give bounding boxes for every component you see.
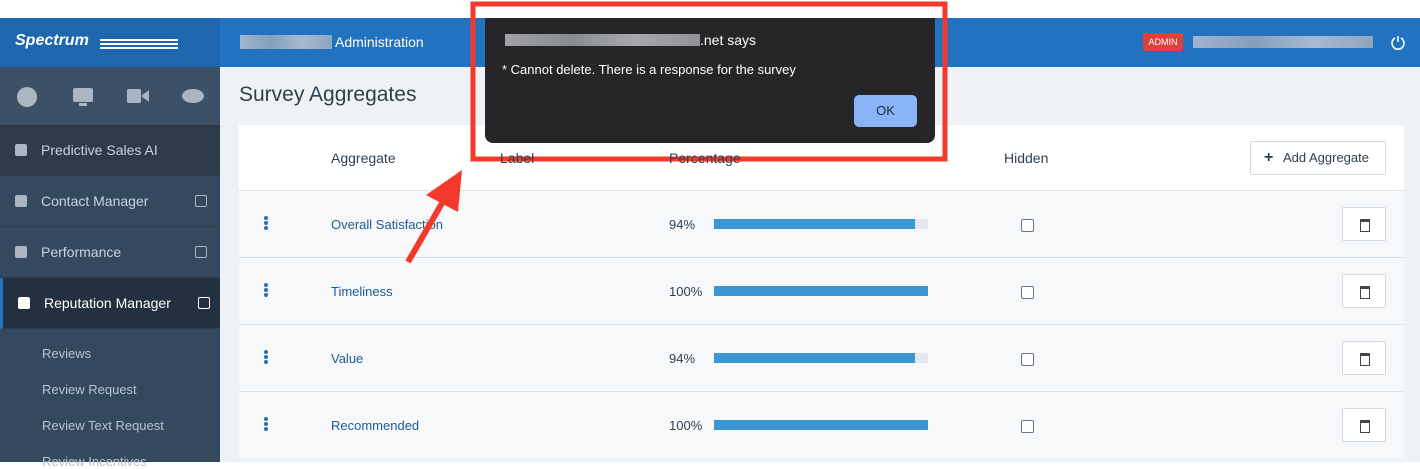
- percentage-label: 100%: [669, 284, 703, 299]
- logo: Spectrum: [15, 32, 89, 49]
- column-header: Percentage: [669, 150, 741, 166]
- section-title: Administration: [335, 34, 424, 50]
- column-header: Aggregate: [331, 150, 396, 166]
- percentage-label: 94%: [669, 217, 696, 232]
- progress-bar: [714, 219, 916, 229]
- drag-handle[interactable]: [264, 216, 268, 220]
- menu-label: Performance: [41, 244, 122, 260]
- menu-label: Reputation Manager: [44, 295, 171, 311]
- table-row: Overall Satisfaction 94%: [239, 190, 1404, 257]
- expand-icon: [195, 195, 207, 207]
- menu-label: Contact Manager: [41, 193, 149, 209]
- button-label: Add Aggregate: [1282, 150, 1369, 165]
- page-title: Survey Aggregates: [239, 83, 417, 106]
- menu-item[interactable]: Predictive Sales AI: [0, 125, 220, 176]
- menu-item[interactable]: Performance: [0, 227, 220, 278]
- trash-icon: [1360, 286, 1370, 299]
- submenu-item[interactable]: Review Text Request: [42, 418, 164, 433]
- menu-item[interactable]: Contact Manager: [0, 176, 220, 227]
- table-row: Recommended 100%: [239, 391, 1404, 458]
- progress-track: [714, 420, 928, 430]
- trash-icon: [1360, 420, 1370, 433]
- menu-label: Predictive Sales AI: [41, 142, 158, 158]
- logo-lines: [100, 39, 178, 41]
- submenu-item[interactable]: Reviews: [42, 346, 92, 361]
- alert-dialog: .net says * Cannot delete. There is a re…: [485, 18, 935, 143]
- percentage-label: 94%: [669, 351, 696, 366]
- trash-icon: [1360, 219, 1370, 232]
- blurred-user: [1193, 36, 1373, 48]
- progress-track: [714, 353, 928, 363]
- hidden-checkbox[interactable]: [1021, 353, 1034, 366]
- column-header: Hidden: [1004, 150, 1049, 166]
- menu-icon: [15, 195, 27, 207]
- menu-item[interactable]: Reputation Manager: [0, 278, 220, 329]
- delete-button[interactable]: [1342, 341, 1386, 375]
- progress-track: [714, 219, 928, 229]
- delete-button[interactable]: [1342, 274, 1386, 308]
- aggregate-name[interactable]: Overall Satisfaction: [331, 217, 443, 232]
- drag-handle[interactable]: [264, 417, 268, 421]
- blurred-text: [240, 35, 332, 49]
- submenu-item[interactable]: Review Request: [42, 382, 137, 397]
- nav-icons[interactable]: [0, 67, 220, 125]
- delete-button[interactable]: [1342, 408, 1386, 442]
- expand-icon: [195, 246, 207, 258]
- hidden-checkbox[interactable]: [1021, 420, 1034, 433]
- power-icon[interactable]: [1390, 34, 1406, 50]
- menu-icon: [18, 297, 30, 309]
- progress-bar: [714, 286, 928, 296]
- add-aggregate-button[interactable]: + Add Aggregate: [1250, 141, 1386, 175]
- dialog-message: * Cannot delete. There is a response for…: [502, 62, 796, 77]
- sidebar: Predictive Sales AI Contact Manager Perfor…: [0, 67, 220, 469]
- drag-handle[interactable]: [264, 350, 268, 354]
- trash-icon: [1360, 353, 1370, 366]
- progress-bar: [714, 353, 916, 363]
- menu-icon: [15, 246, 27, 258]
- expand-icon: [198, 297, 210, 309]
- hidden-checkbox[interactable]: [1021, 286, 1034, 299]
- aggregate-name[interactable]: Timeliness: [331, 284, 393, 299]
- dialog-title: .net says: [700, 32, 757, 48]
- ok-button[interactable]: OK: [854, 95, 917, 127]
- logo-area: Spectrum: [0, 18, 220, 67]
- percentage-label: 100%: [669, 418, 703, 433]
- icon-row: [0, 67, 220, 125]
- admin-badge: ADMIN: [1143, 33, 1183, 51]
- hidden-checkbox[interactable]: [1021, 219, 1034, 232]
- aggregate-name[interactable]: Value: [331, 351, 364, 366]
- progress-track: [714, 286, 928, 296]
- column-header: Label: [500, 150, 535, 166]
- table-row: Value 94%: [239, 324, 1404, 391]
- table-row: Timeliness 100%: [239, 257, 1404, 324]
- progress-bar: [714, 420, 928, 430]
- blurred-domain: [505, 34, 700, 46]
- delete-button[interactable]: [1342, 207, 1386, 241]
- drag-handle[interactable]: [264, 283, 268, 287]
- aggregate-name[interactable]: Recommended: [331, 418, 420, 433]
- menu-icon: [15, 144, 27, 156]
